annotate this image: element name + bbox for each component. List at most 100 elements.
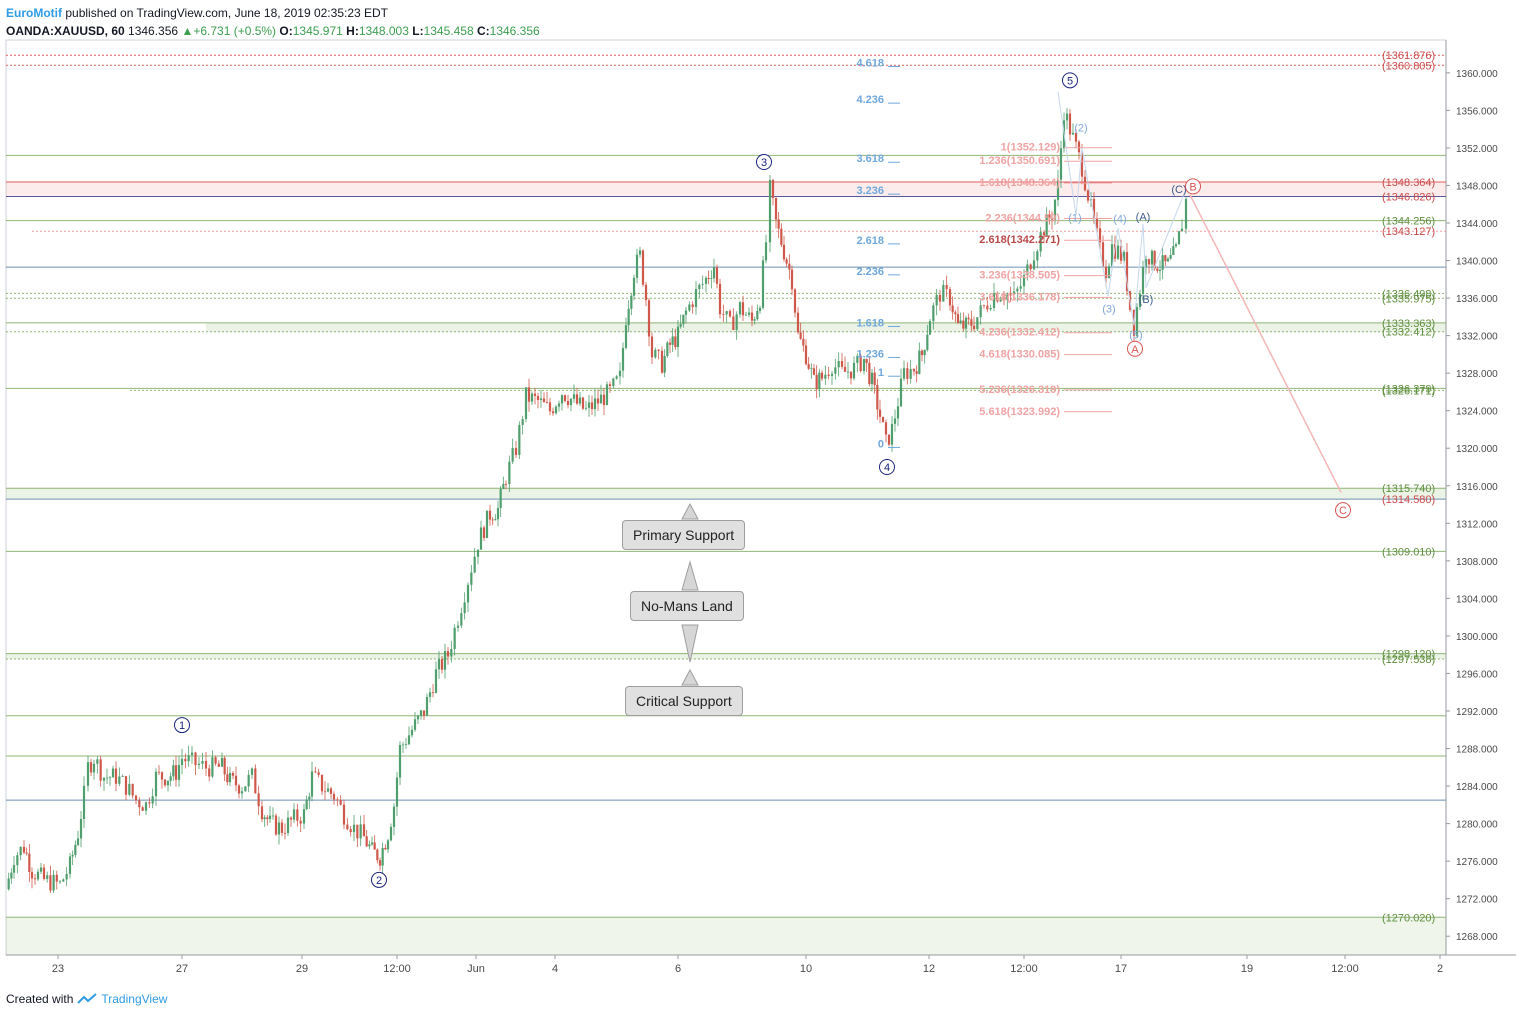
candle-body-200	[621, 347, 625, 371]
candle-body-300	[918, 350, 921, 374]
candle-body-331	[1012, 291, 1016, 295]
candle-body-27	[89, 762, 93, 773]
price-tick-label-0: 1268.000	[1456, 932, 1498, 943]
candle-body-40	[131, 783, 134, 796]
candle-body-375	[1147, 259, 1151, 265]
candle-body-303	[926, 334, 929, 351]
candle-body-301	[920, 350, 924, 356]
candle-body-175	[545, 402, 549, 403]
candle-body-98	[310, 771, 314, 797]
candle-body-367	[1122, 251, 1126, 261]
abc-small-label-2: (C)	[1171, 184, 1186, 196]
abc-label-B: B	[1189, 181, 1196, 193]
candle-body-91	[289, 817, 293, 820]
fib-pink-label-0: 1(1352.129)	[1001, 142, 1061, 154]
candle-body-60	[194, 752, 197, 766]
candle-body-351	[1074, 132, 1078, 142]
level-label-0: (1361.876)	[1382, 50, 1435, 62]
candle-body-292	[893, 418, 897, 424]
candle-body-230	[710, 278, 713, 280]
time-tick-label-8: 12	[923, 963, 935, 975]
candle-body-379	[1158, 269, 1162, 271]
candle-body-199	[618, 370, 622, 377]
candle-body-377	[1153, 250, 1156, 269]
symbol-name[interactable]: OANDA:XAUUSD, 60	[6, 24, 125, 38]
abc-marker-B	[1185, 178, 1201, 195]
candle-body-82	[263, 817, 266, 820]
callout-primary-support[interactable]: Primary Support	[622, 520, 746, 550]
candle-body-233	[718, 283, 722, 315]
candle-body-244	[753, 319, 756, 321]
candle-body-344	[1053, 199, 1057, 220]
candle-body-24	[79, 818, 83, 839]
candle-body-378	[1156, 268, 1159, 271]
candle-body-295	[902, 368, 906, 379]
candle-body-304	[928, 321, 932, 335]
candle-body-83	[266, 817, 269, 820]
candle-body-172	[536, 395, 540, 401]
candle-body-275	[843, 366, 847, 372]
candle-body-69	[223, 757, 226, 775]
level-label-12: (1326.379)	[1382, 383, 1435, 395]
candle-body-263	[807, 364, 810, 369]
price-tick-label-3: 1280.000	[1456, 820, 1498, 831]
candle-body-197	[612, 378, 615, 387]
candle-body-135	[422, 710, 426, 716]
candle-body-36	[118, 776, 121, 784]
candle-body-368	[1125, 251, 1129, 292]
candle-body-240	[741, 302, 745, 316]
candle-body-226	[698, 284, 701, 290]
candle-body-109	[346, 824, 349, 830]
author-link[interactable]: EuroMotif	[6, 6, 62, 20]
candle-body-73	[234, 775, 238, 786]
candle-body-220	[679, 324, 682, 327]
candle-body-272	[834, 367, 837, 374]
candle-body-310	[948, 289, 952, 306]
level-label-9: (1335.975)	[1382, 293, 1435, 305]
time-tick-label-3: 12:00	[383, 963, 411, 975]
candle-body-158	[494, 519, 497, 521]
price-tick-label-12: 1316.000	[1456, 482, 1498, 493]
chart-header: EuroMotif published on TradingView.com, …	[6, 4, 540, 40]
candle-body-33	[108, 777, 112, 779]
candle-body-22	[74, 844, 77, 855]
candle-body-176	[548, 402, 552, 412]
candle-body-291	[890, 423, 894, 445]
candle-body-313	[956, 314, 960, 323]
tradingview-link[interactable]: TradingView	[101, 992, 168, 1006]
candle-body-70	[226, 774, 229, 783]
candle-body-316	[964, 317, 968, 329]
candle-body-119	[376, 849, 379, 861]
candle-body-48	[157, 771, 161, 773]
candle-body-182	[566, 400, 570, 405]
minor-wave-label-1: (2)	[1074, 122, 1087, 134]
candle-body-157	[491, 519, 494, 521]
candle-body-384	[1172, 246, 1175, 255]
time-tick-label-12: 12:00	[1331, 963, 1359, 975]
price-tick-label-13: 1320.000	[1456, 444, 1498, 455]
candle-body-191	[593, 398, 597, 409]
candle-body-57	[184, 758, 187, 762]
candle-body-189	[587, 402, 591, 408]
symbol-line: OANDA:XAUUSD, 60 1346.356 ▲+6.731 (+0.5%…	[6, 24, 540, 38]
tradingview-logo-icon	[77, 993, 98, 1004]
level-label-15: (1314.580)	[1382, 494, 1435, 506]
candle-body-346	[1059, 148, 1063, 180]
candle-body-129	[404, 744, 408, 746]
callout-critical-support[interactable]: Critical Support	[625, 686, 743, 716]
wave-line-6	[1142, 223, 1147, 288]
abc-marker-A	[1127, 340, 1143, 357]
candle-body-133	[416, 715, 420, 720]
candle-body-138	[431, 692, 435, 694]
candle-body-278	[852, 362, 856, 379]
candle-body-269	[824, 374, 827, 379]
time-tick-label-9: 12:00	[1010, 963, 1038, 975]
candle-body-117	[370, 842, 374, 845]
candle-body-338	[1036, 251, 1039, 261]
candle-body-253	[780, 228, 783, 245]
candle-body-213	[660, 350, 664, 373]
candle-body-169	[527, 387, 531, 402]
candle-body-53	[172, 765, 175, 777]
callout-no-mans-land[interactable]: No-Mans Land	[630, 591, 744, 621]
